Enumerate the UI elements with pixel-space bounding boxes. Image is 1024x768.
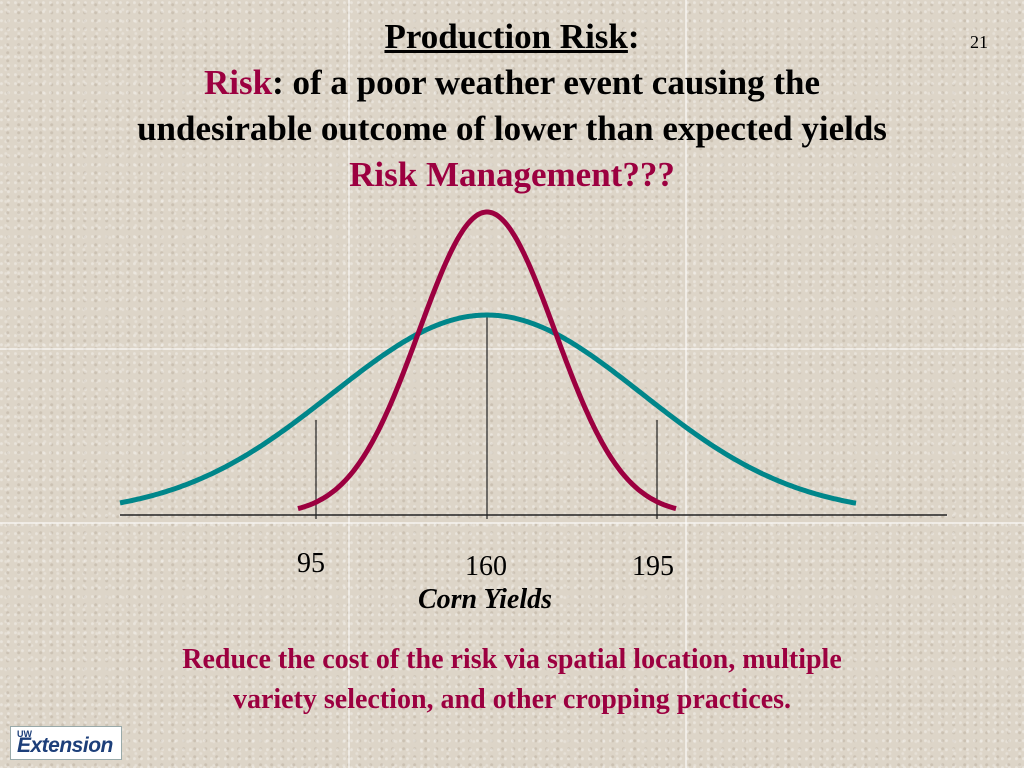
title-block: Production Risk: Risk: of a poor weather… bbox=[0, 14, 1024, 198]
x-axis-title: Corn Yields bbox=[417, 584, 553, 615]
background-grid-line bbox=[0, 522, 1024, 524]
logo-extension-text: Extension bbox=[17, 734, 113, 757]
background-grid-line bbox=[348, 0, 350, 768]
logo-uw-text: UW bbox=[17, 729, 32, 739]
tick-label-160: 160 bbox=[465, 551, 507, 582]
footer-line-1: Reduce the cost of the risk via spatial … bbox=[182, 644, 842, 675]
risk-definition-line: Risk: of a poor weather event causing th… bbox=[0, 60, 1024, 106]
slide-number: 21 bbox=[970, 32, 988, 52]
background-grid-line bbox=[685, 0, 687, 768]
tick-label-95: 95 bbox=[297, 548, 325, 579]
heading-text: Production Risk bbox=[384, 17, 628, 56]
tick-label-195: 195 bbox=[632, 551, 674, 582]
slide-heading: Production Risk: bbox=[0, 14, 1024, 60]
risk-management-heading: Risk Management??? bbox=[349, 155, 675, 194]
heading-colon: : bbox=[627, 17, 640, 56]
wide-distribution-curve bbox=[119, 312, 857, 506]
risk-definition-line-2: undesirable outcome of lower than expect… bbox=[137, 109, 887, 148]
footer-note: Reduce the cost of the risk via spatial … bbox=[0, 640, 1024, 720]
risk-definition-text: : of a poor weather event causing the bbox=[272, 63, 821, 102]
background-grid-line bbox=[0, 348, 1024, 350]
uw-extension-logo: UW Extension bbox=[10, 726, 122, 760]
risk-word: Risk bbox=[203, 63, 273, 102]
narrow-distribution-curve bbox=[297, 209, 677, 512]
footer-line-2: variety selection, and other cropping pr… bbox=[232, 684, 792, 715]
